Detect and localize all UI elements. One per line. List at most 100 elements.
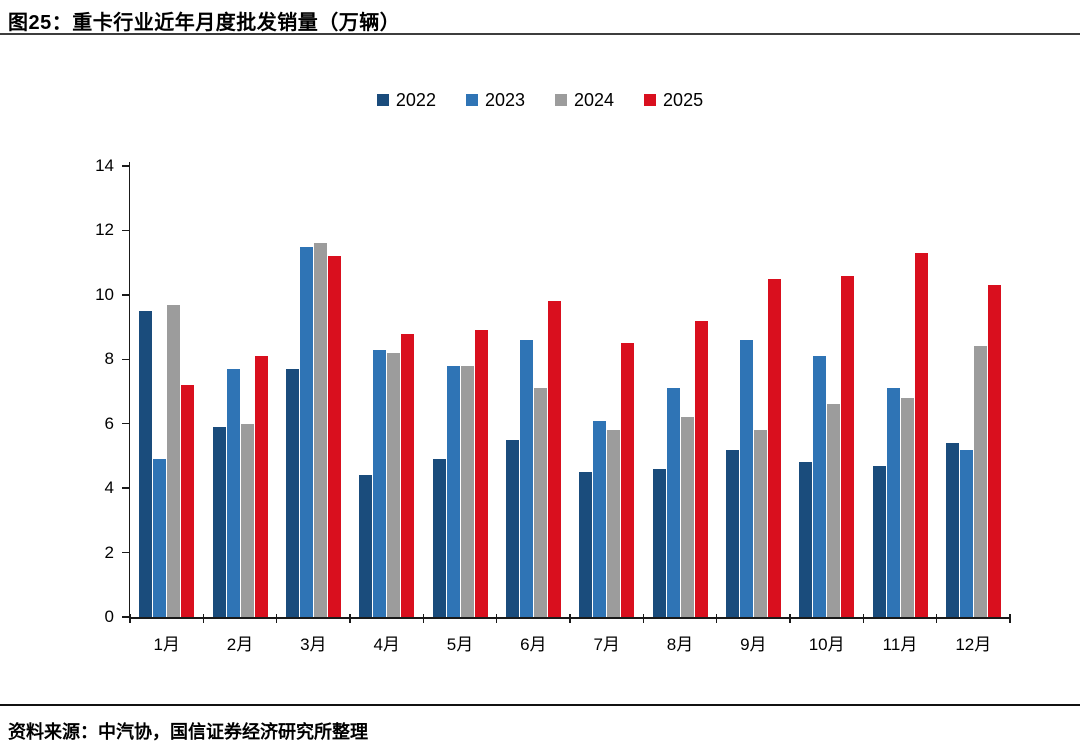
y-axis-tick-mark — [122, 358, 130, 361]
y-axis-tick-mark — [122, 487, 130, 489]
y-axis-tick-label: 4 — [104, 478, 114, 498]
bar-2024-5月 — [460, 365, 474, 617]
bar-2023-12月 — [959, 449, 973, 617]
bar-2022-11月 — [872, 465, 886, 617]
x-axis-label: 3月 — [300, 635, 327, 654]
y-axis-tick-mark — [122, 422, 130, 425]
title-divider — [0, 33, 1080, 35]
x-axis-tick-mark — [862, 614, 865, 623]
bar-2025-5月 — [474, 330, 488, 617]
bar-2025-7月 — [621, 343, 635, 617]
x-axis-tick-mark — [202, 614, 205, 623]
bar-2024-11月 — [900, 397, 914, 617]
bar-2022-3月 — [285, 368, 299, 617]
chart-legend: 2022 2023 2024 2025 — [0, 87, 1080, 113]
y-axis-tick-mark — [122, 616, 130, 618]
bar-2025-12月 — [987, 285, 1001, 617]
x-axis-tick-mark — [275, 614, 278, 623]
bar-2023-8月 — [666, 388, 680, 617]
x-axis-tick-mark — [495, 614, 498, 623]
bar-2025-11月 — [914, 253, 928, 617]
x-axis-label: 12月 — [955, 635, 992, 654]
x-axis-tick-mark — [642, 614, 645, 623]
bar-2025-3月 — [327, 256, 341, 617]
x-axis-label: 9月 — [740, 635, 767, 654]
bar-2022-4月 — [359, 475, 373, 617]
x-axis-tick-mark — [349, 614, 351, 623]
bar-2023-7月 — [593, 420, 607, 617]
x-axis-label: 2月 — [226, 635, 254, 654]
bar-2023-3月 — [299, 246, 313, 617]
y-axis-tick-label: 2 — [104, 542, 114, 562]
y-axis-tick-mark — [122, 229, 130, 232]
x-axis-tick-mark — [422, 614, 425, 623]
bar-2023-10月 — [813, 356, 827, 617]
y-axis-tick-mark — [122, 165, 130, 167]
bar-2024-1月 — [167, 304, 181, 617]
bar-2025-9月 — [767, 278, 781, 618]
y-axis-tick-label: 6 — [104, 413, 114, 433]
legend-label-2022: 2022 — [395, 89, 436, 110]
legend-item-2024: 2024 — [555, 90, 614, 111]
bar-2023-6月 — [519, 340, 533, 617]
legend-item-2022: 2022 — [376, 89, 436, 111]
bar-2022-9月 — [725, 449, 739, 617]
bar-2022-2月 — [212, 426, 226, 617]
legend-label-2025: 2025 — [663, 89, 704, 110]
x-axis-label: 10月 — [808, 635, 845, 654]
y-axis-tick-label: 10 — [95, 284, 114, 304]
y-axis-line — [128, 162, 130, 619]
legend-label-2023: 2023 — [484, 89, 525, 110]
y-axis-tick-mark — [122, 294, 130, 296]
x-axis-tick-mark — [129, 614, 131, 623]
bar-2022-8月 — [652, 468, 666, 617]
figure-title: 图25：重卡行业近年月度批发销量（万辆） — [8, 12, 401, 34]
bar-2023-2月 — [226, 368, 240, 617]
bar-2022-5月 — [432, 459, 446, 617]
legend-swatch-2024 — [555, 94, 567, 106]
bar-2024-8月 — [680, 417, 694, 617]
x-axis-label: 7月 — [593, 635, 620, 654]
bar-2025-6月 — [547, 301, 561, 617]
footer-divider — [0, 704, 1080, 706]
x-axis-tick-mark — [789, 614, 791, 623]
bar-2023-1月 — [153, 459, 167, 617]
legend-swatch-2023 — [465, 94, 478, 106]
bar-2023-9月 — [739, 340, 753, 617]
bar-2024-12月 — [973, 346, 987, 617]
legend-swatch-2022 — [376, 94, 389, 106]
bar-2022-1月 — [139, 311, 153, 617]
x-axis-tick-mark — [569, 614, 571, 623]
legend-swatch-2025 — [644, 94, 657, 106]
bar-2025-8月 — [694, 320, 708, 617]
y-axis-tick-mark — [122, 551, 130, 554]
bar-2024-7月 — [607, 430, 621, 617]
x-axis-tick-mark — [935, 614, 938, 623]
bar-2025-10月 — [841, 275, 855, 617]
bar-2022-6月 — [505, 439, 519, 617]
bar-2024-10月 — [827, 404, 841, 617]
legend-item-2023: 2023 — [465, 89, 525, 111]
x-axis-label: 5月 — [446, 635, 474, 654]
bar-2024-6月 — [533, 388, 547, 617]
bar-2022-12月 — [945, 443, 959, 617]
x-axis-label: 8月 — [666, 635, 694, 654]
bar-2023-11月 — [886, 388, 900, 617]
bar-2024-9月 — [753, 430, 767, 617]
bar-2023-5月 — [446, 365, 460, 617]
bar-2024-2月 — [240, 423, 254, 617]
y-axis-tick-label: 8 — [104, 349, 114, 369]
legend-label-2024: 2024 — [574, 89, 615, 110]
bar-2025-2月 — [254, 356, 268, 617]
source-note: 资料来源：中汽协，国信证券经济研究所整理 — [8, 722, 368, 742]
x-axis-label: 4月 — [373, 635, 400, 654]
x-axis-label: 11月 — [882, 635, 918, 654]
x-axis-tick-mark — [715, 614, 718, 623]
y-axis-tick-label: 0 — [104, 607, 114, 626]
legend-item-2025: 2025 — [644, 90, 703, 111]
bar-2024-3月 — [313, 243, 327, 617]
bar-2025-4月 — [401, 333, 415, 617]
x-axis-tick-mark — [1009, 614, 1011, 623]
